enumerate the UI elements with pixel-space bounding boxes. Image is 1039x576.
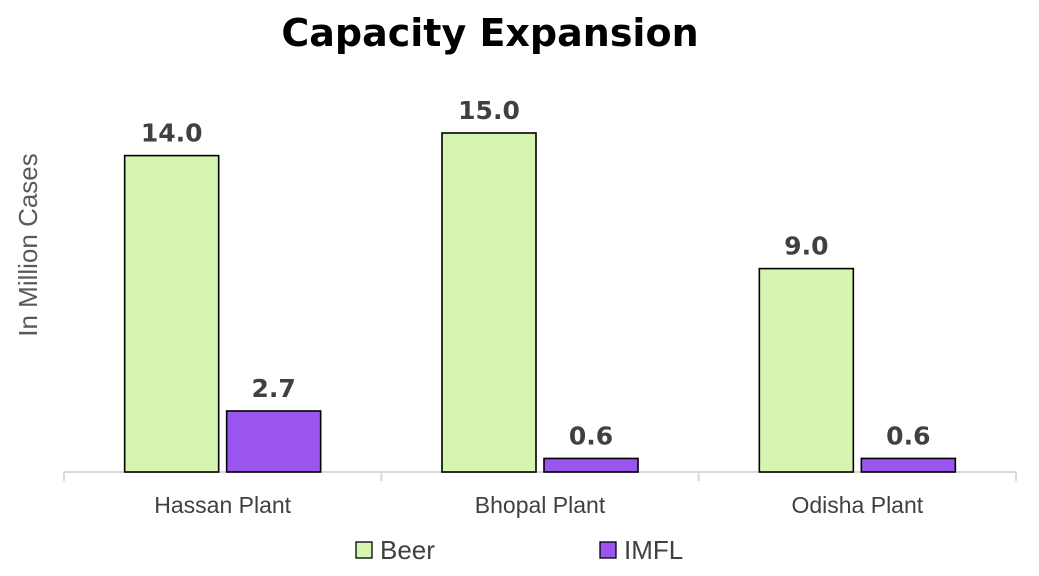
bar-beer-3 (758, 267, 855, 473)
legend-label-beer: Beer (380, 535, 435, 565)
legend-swatch-imfl (599, 541, 617, 559)
data-label-imfl-2: 0.6 (569, 421, 613, 450)
data-label-beer-3: 9.0 (784, 232, 828, 261)
data-label-imfl-1: 2.7 (252, 374, 296, 403)
x-tick-label: Odisha Plant (791, 492, 923, 518)
bar-imfl-3 (860, 457, 957, 473)
bar-beer-1 (123, 154, 220, 473)
y-axis-label: In Million Cases (13, 153, 43, 337)
legend-label-imfl: IMFL (624, 535, 683, 565)
data-label-beer-1: 14.0 (141, 119, 203, 148)
legend: Beer IMFL (355, 535, 683, 565)
legend-swatch-beer (355, 541, 373, 559)
bar-imfl-2 (543, 457, 639, 473)
x-tick-label: Bhopal Plant (475, 492, 606, 518)
chart-title: Capacity Expansion (281, 11, 698, 55)
bar-imfl-1 (225, 410, 322, 473)
data-label-imfl-3: 0.6 (886, 421, 930, 450)
plot-area: 14.0 2.7 Hassan Plant 15.0 0.6 Bhopal Plant 9.… (63, 96, 1017, 518)
x-tick-label: Hassan Plant (154, 492, 291, 518)
bar-beer-2 (441, 132, 537, 473)
data-label-beer-2: 15.0 (458, 96, 520, 125)
